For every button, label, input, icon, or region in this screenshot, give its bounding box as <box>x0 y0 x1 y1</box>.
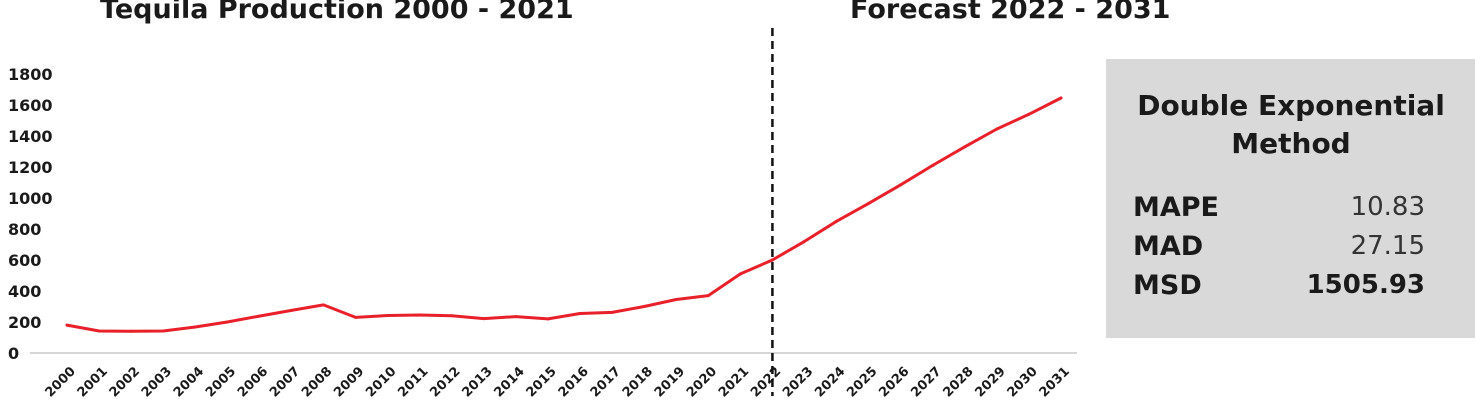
stats-label: MSD <box>1133 270 1202 301</box>
data-point <box>418 313 422 317</box>
data-point <box>161 329 165 333</box>
series-line <box>65 96 1063 333</box>
x-tick-label: 2031 <box>1037 364 1073 400</box>
data-point <box>1027 112 1031 116</box>
y-tick-label: 1400 <box>8 127 53 146</box>
data-point <box>738 272 742 276</box>
stats-value: 10.83 <box>1350 192 1425 222</box>
x-tick-label: 2012 <box>427 364 463 400</box>
stats-row-msd: MSD 1505.93 <box>1133 270 1425 310</box>
x-tick-label: 2011 <box>395 364 431 400</box>
data-point <box>97 329 101 333</box>
y-axis: 0 200 400 600 800 1000 1200 1400 1600 1800 <box>8 65 53 363</box>
data-point <box>931 163 935 167</box>
y-tick-label: 200 <box>8 313 41 332</box>
stats-panel: Double Exponential Method MAPE 10.83 MAD… <box>1106 59 1475 338</box>
stats-value: 27.15 <box>1350 231 1425 261</box>
data-point <box>963 145 967 149</box>
data-point <box>514 315 518 319</box>
data-point <box>642 305 646 308</box>
x-tick-label: 2026 <box>876 364 912 400</box>
stats-value: 1505.93 <box>1306 270 1425 300</box>
data-point <box>1059 96 1063 100</box>
y-tick-label: 800 <box>8 220 41 239</box>
x-tick-label: 2021 <box>716 364 752 400</box>
stats-row-mad: MAD 27.15 <box>1133 231 1425 271</box>
x-tick-label: 2030 <box>1005 364 1041 400</box>
x-tick-label: 2023 <box>780 364 816 400</box>
data-point <box>674 298 678 302</box>
x-tick-label: 2014 <box>492 364 528 400</box>
stats-title: Double Exponential Method <box>1137 89 1445 160</box>
data-point <box>289 308 293 312</box>
y-tick-label: 400 <box>8 282 41 301</box>
x-tick-label: 2007 <box>267 364 303 400</box>
data-point <box>610 310 614 314</box>
data-point <box>706 294 710 298</box>
y-tick-label: 1200 <box>8 158 53 177</box>
stats-label: MAD <box>1133 231 1204 262</box>
data-point <box>802 239 806 243</box>
y-tick-label: 0 <box>8 344 19 363</box>
data-point <box>770 258 774 262</box>
x-tick-label: 2028 <box>940 364 976 400</box>
x-tick-label: 2010 <box>363 364 399 400</box>
y-tick-label: 1000 <box>8 189 53 208</box>
x-tick-label: 2005 <box>203 364 239 400</box>
x-tick-label: 2006 <box>235 364 271 400</box>
x-tick-label: 2013 <box>459 364 495 400</box>
series-group <box>65 96 1063 333</box>
data-point <box>546 317 550 321</box>
x-tick-label: 2017 <box>588 364 624 400</box>
data-point <box>578 311 582 315</box>
x-tick-label: 2019 <box>652 364 688 400</box>
x-tick-label: 2022 <box>748 364 784 400</box>
x-tick-label: 2000 <box>43 364 79 400</box>
x-tick-label: 2025 <box>844 364 880 400</box>
x-tick-label: 2029 <box>973 364 1009 400</box>
x-tick-label: 2003 <box>139 364 175 400</box>
data-point <box>354 315 358 319</box>
chart-title-left: Tequila Production 2000 - 2021 <box>100 0 574 25</box>
x-tick-label: 2015 <box>524 364 560 400</box>
data-point <box>450 314 454 318</box>
data-point <box>835 219 839 223</box>
data-point <box>129 329 133 333</box>
y-tick-label: 1600 <box>8 96 53 115</box>
x-tick-label: 2009 <box>331 364 367 400</box>
x-axis: 2000200120022003200420052006200720082009… <box>30 352 1077 400</box>
data-point <box>867 201 871 205</box>
data-point <box>225 320 229 324</box>
data-point <box>995 127 999 131</box>
data-point <box>899 183 903 187</box>
stats-row-mape: MAPE 10.83 <box>1133 192 1425 232</box>
chart-title-right: Forecast 2022 - 2031 <box>850 0 1171 25</box>
data-point <box>322 303 326 307</box>
data-point <box>257 314 261 318</box>
x-tick-label: 2001 <box>75 364 111 400</box>
x-tick-label: 2020 <box>684 364 720 400</box>
x-tick-label: 2024 <box>812 364 848 400</box>
x-tick-label: 2008 <box>299 364 335 400</box>
data-point <box>193 325 197 329</box>
y-tick-label: 1800 <box>8 65 53 84</box>
x-tick-label: 2027 <box>908 364 944 400</box>
x-tick-label: 2004 <box>171 364 207 400</box>
x-tick-label: 2016 <box>556 364 592 400</box>
x-tick-label: 2002 <box>107 364 143 400</box>
data-point <box>482 317 486 321</box>
data-point <box>386 313 390 317</box>
stats-label: MAPE <box>1133 192 1219 223</box>
y-tick-label: 600 <box>8 251 41 270</box>
x-tick-label: 2018 <box>620 364 656 400</box>
data-point <box>65 323 69 327</box>
